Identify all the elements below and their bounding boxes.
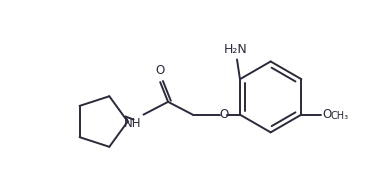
Text: O: O — [322, 108, 331, 121]
Text: CH₃: CH₃ — [331, 111, 349, 121]
Text: NH: NH — [124, 117, 141, 130]
Text: H₂N: H₂N — [224, 43, 248, 56]
Text: O: O — [220, 108, 229, 121]
Text: O: O — [156, 64, 165, 77]
